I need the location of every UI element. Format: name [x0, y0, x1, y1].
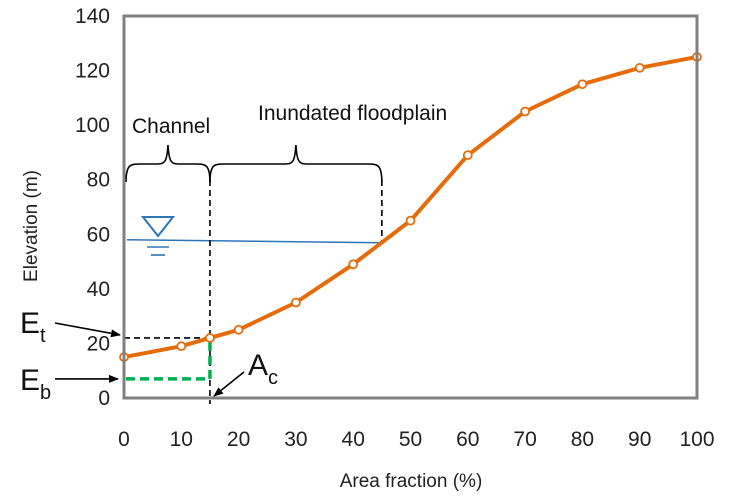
data-point [205, 333, 215, 343]
data-point [348, 259, 359, 270]
x-tick-label: 90 [628, 428, 651, 451]
ac-main: A [248, 349, 268, 382]
x-tick-label: 50 [399, 428, 422, 451]
floodplain-label: Inundated floodplain [258, 102, 447, 125]
annotations [54, 144, 383, 404]
x-tick-label: 40 [342, 428, 365, 451]
data-point [577, 79, 588, 90]
x-tick-label: 100 [679, 428, 714, 451]
ac-sub: c [268, 367, 278, 389]
eb-sub: b [40, 382, 51, 404]
x-tick-label: 10 [170, 428, 193, 451]
data-point [520, 106, 530, 117]
x-tick-label: 30 [284, 428, 307, 451]
y-tick-label: 40 [87, 278, 110, 301]
y-tick-label: 0 [98, 387, 110, 410]
ac-label: Ac [248, 349, 278, 389]
ac-arrow [213, 371, 245, 397]
data-point [634, 62, 645, 73]
floodplain-brace [209, 144, 383, 183]
series-layer [119, 52, 702, 362]
channel-bed-dashed [126, 337, 212, 381]
eb-main: E [20, 364, 40, 397]
data-point [233, 324, 244, 335]
x-tick-label: 70 [513, 428, 536, 451]
data-point [462, 150, 473, 161]
eb-label: Eb [20, 364, 51, 404]
y-axis-label: Elevation (m) [21, 170, 42, 282]
plot-frame [122, 14, 699, 400]
water-level-icon [140, 216, 176, 238]
y-tick-label: 140 [75, 5, 110, 28]
et-arrow [54, 322, 121, 338]
x-tick-label: 0 [118, 428, 130, 451]
x-tick-labels: 0 10 20 30 40 50 60 70 80 90 100 [118, 428, 714, 451]
water-level-line [126, 238, 382, 244]
y-tick-label: 100 [75, 114, 110, 137]
series-line [123, 54, 698, 360]
channel-label: Channel [132, 115, 210, 138]
channel-brace [125, 144, 211, 183]
et-main: E [20, 307, 40, 340]
et-label: Et [20, 307, 46, 347]
y-tick-label: 20 [87, 332, 110, 355]
x-tick-label: 80 [571, 428, 594, 451]
et-sub: t [40, 325, 46, 347]
data-point [290, 297, 301, 308]
y-tick-label: 80 [87, 169, 110, 192]
data-point [176, 341, 187, 352]
y-tick-label: 120 [75, 60, 110, 83]
x-tick-label: 20 [227, 428, 250, 451]
y-tick-labels: 0 20 40 60 80 100 120 140 [75, 5, 110, 410]
x-tick-label: 60 [456, 428, 479, 451]
x-axis-label: Area fraction (%) [340, 471, 483, 492]
data-point [405, 215, 416, 226]
y-tick-label: 60 [87, 223, 110, 246]
